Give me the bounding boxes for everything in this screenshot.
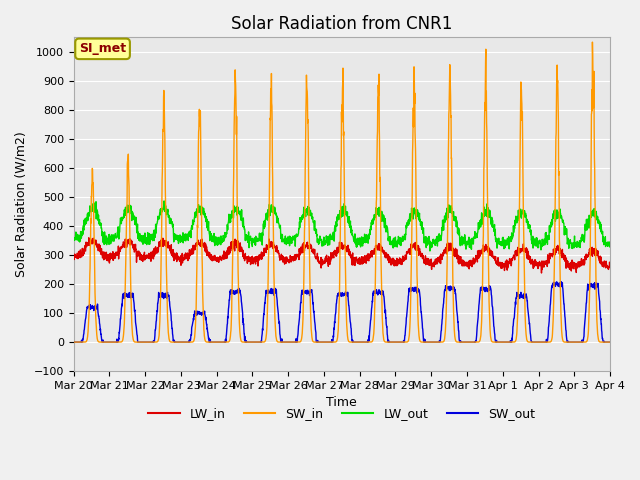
Y-axis label: Solar Radiation (W/m2): Solar Radiation (W/m2) [15,132,28,277]
LW_in [574,263,582,269]
SW_in [559,336,566,342]
LW_out [574,240,582,245]
LW_in [559,251,567,257]
SW_out [369,290,376,296]
Line: LW_out: LW_out [74,201,610,251]
Line: SW_in: SW_in [74,42,610,342]
LW_in [498,262,506,268]
LW_out [220,235,227,240]
SW_out [559,286,566,292]
LW_out [369,219,377,225]
SW_out [557,279,565,285]
Legend: LW_in, SW_in, LW_out, SW_out: LW_in, SW_in, LW_out, SW_out [143,402,540,425]
SW_out [220,339,227,345]
LW_out [70,236,77,242]
LW_in [85,235,93,240]
SW_out [70,339,77,345]
SW_in [357,339,365,345]
LW_out [160,198,168,204]
X-axis label: Time: Time [326,396,357,409]
SW_in [369,337,376,343]
LW_out [559,219,567,225]
SW_out [606,339,614,345]
SW_out [357,339,365,345]
SW_in [573,339,581,345]
Line: SW_out: SW_out [74,282,610,342]
LW_in [538,270,545,276]
SW_out [498,339,506,345]
LW_in [369,249,377,254]
SW_in [606,339,614,345]
LW_in [358,258,365,264]
SW_out [574,339,582,345]
LW_out [358,240,365,245]
Line: LW_in: LW_in [74,238,610,273]
SW_in [70,339,77,345]
Text: SI_met: SI_met [79,42,126,55]
SW_in [498,339,506,345]
LW_in [606,260,614,265]
LW_out [426,248,434,254]
LW_out [606,239,614,245]
SW_in [220,339,227,345]
LW_in [220,256,227,262]
LW_out [498,243,506,249]
Title: Solar Radiation from CNR1: Solar Radiation from CNR1 [231,15,452,33]
LW_in [70,252,77,258]
SW_in [589,39,596,45]
